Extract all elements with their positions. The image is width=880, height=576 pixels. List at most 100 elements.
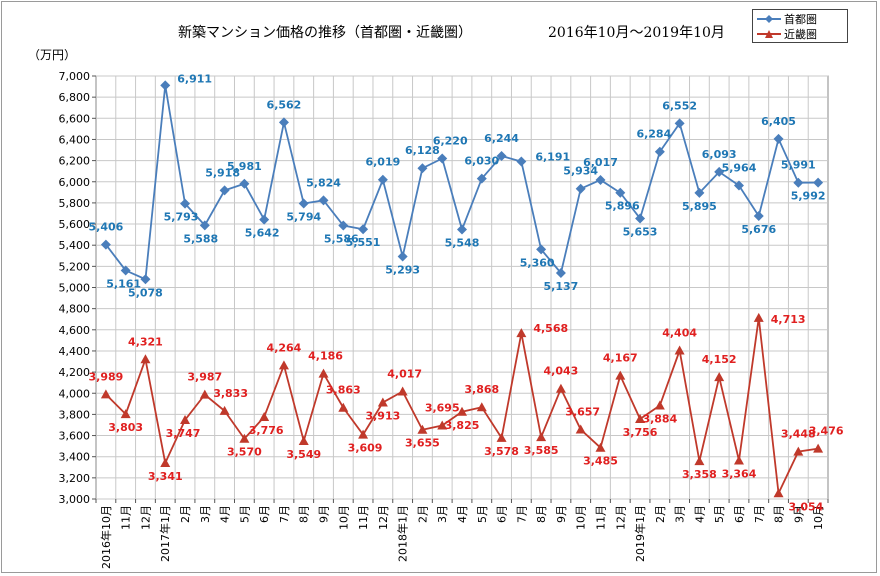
- x-tick-label: 9月: [318, 505, 331, 523]
- data-label-kinki: 3,747: [166, 427, 201, 440]
- data-point-kinki: [555, 383, 566, 393]
- data-label-shutoken: 6,562: [267, 98, 302, 111]
- data-point-kinki: [457, 406, 467, 416]
- data-point-shutoken: [813, 177, 824, 188]
- data-label-kinki: 3,655: [405, 437, 440, 450]
- y-tick-label: 5,000: [59, 282, 91, 295]
- data-point-kinki: [318, 368, 329, 378]
- data-point-shutoken: [377, 174, 388, 185]
- data-label-kinki: 3,476: [809, 425, 844, 438]
- x-tick-label: 10月: [812, 505, 825, 530]
- data-point-kinki: [595, 442, 606, 452]
- data-label-shutoken: 6,911: [177, 72, 212, 85]
- y-tick-label: 3,600: [59, 430, 91, 443]
- legend-item-shutoken: 首都圏: [757, 12, 817, 26]
- y-tick-label: 5,200: [59, 260, 91, 273]
- data-point-shutoken: [318, 195, 329, 206]
- y-tick-label: 5,600: [59, 218, 91, 231]
- x-tick-label: 10月: [575, 505, 588, 530]
- data-point-kinki: [397, 386, 408, 396]
- x-tick-label: 9月: [555, 505, 568, 523]
- data-point-shutoken: [259, 214, 270, 225]
- data-label-kinki: 3,833: [213, 387, 248, 400]
- y-tick-label: 3,200: [59, 472, 91, 485]
- data-label-shutoken: 6,284: [636, 128, 671, 141]
- x-tick-label: 6月: [258, 505, 271, 523]
- data-point-shutoken: [793, 177, 804, 188]
- data-point-shutoken: [476, 173, 487, 184]
- data-label-kinki: 3,803: [108, 421, 143, 434]
- data-label-kinki: 4,568: [533, 322, 568, 335]
- data-point-kinki: [417, 424, 428, 434]
- data-label-shutoken: 5,918: [205, 166, 240, 179]
- x-tick-label: 5月: [238, 505, 251, 523]
- x-tick-label: 11月: [120, 505, 133, 530]
- data-point-shutoken: [397, 251, 408, 262]
- x-tick-label: 9月: [792, 505, 805, 523]
- data-label-shutoken: 6,220: [433, 134, 468, 147]
- data-label-kinki: 3,570: [227, 446, 262, 459]
- data-label-kinki: 3,609: [348, 442, 383, 455]
- data-label-shutoken: 6,128: [405, 144, 440, 157]
- x-tick-label: 11月: [357, 505, 370, 530]
- y-tick-label: 4,600: [59, 324, 91, 337]
- data-point-kinki: [793, 446, 804, 456]
- data-point-shutoken: [635, 213, 646, 224]
- data-point-shutoken: [555, 268, 566, 279]
- data-label-shutoken: 5,992: [791, 190, 826, 203]
- data-label-shutoken: 6,405: [761, 115, 796, 128]
- data-label-shutoken: 5,293: [385, 264, 420, 277]
- data-point-shutoken: [516, 156, 527, 167]
- y-tick-label: 4,400: [59, 345, 91, 358]
- data-point-shutoken: [239, 178, 250, 189]
- y-tick-label: 6,400: [59, 133, 91, 146]
- data-label-shutoken: 6,017: [583, 156, 618, 169]
- x-tick-label: 12月: [614, 505, 627, 530]
- y-tick-label: 4,800: [59, 303, 91, 316]
- data-point-kinki: [100, 389, 111, 399]
- data-point-shutoken: [536, 244, 547, 255]
- data-label-kinki: 3,657: [565, 406, 600, 419]
- x-tick-label: 8月: [773, 505, 786, 523]
- data-label-shutoken: 6,030: [464, 155, 499, 168]
- y-tick-label: 6,800: [59, 91, 91, 104]
- y-tick-label: 5,400: [59, 239, 91, 252]
- data-label-kinki: 3,776: [249, 424, 284, 437]
- data-label-kinki: 3,585: [524, 444, 559, 457]
- x-tick-label: 5月: [713, 505, 726, 523]
- data-label-shutoken: 6,191: [535, 151, 570, 164]
- y-tick-label: 6,600: [59, 112, 91, 125]
- data-point-kinki: [199, 389, 210, 399]
- x-tick-label: 2018年1月: [396, 505, 410, 562]
- data-label-shutoken: 5,981: [227, 160, 262, 173]
- x-tick-label: 8月: [298, 505, 311, 523]
- x-tick-label: 11月: [594, 505, 607, 530]
- data-point-shutoken: [694, 187, 705, 198]
- data-label-shutoken: 6,093: [702, 148, 737, 161]
- data-point-kinki: [437, 420, 448, 430]
- x-tick-label: 5月: [476, 505, 489, 523]
- data-point-shutoken: [358, 224, 369, 235]
- data-point-kinki: [674, 345, 685, 355]
- data-label-kinki: 3,485: [583, 455, 618, 468]
- data-label-shutoken: 6,244: [484, 132, 519, 145]
- data-point-kinki: [714, 372, 725, 382]
- legend-label-kinki: 近畿圏: [784, 28, 817, 41]
- data-label-shutoken: 5,078: [128, 286, 163, 299]
- x-tick-label: 7月: [753, 505, 766, 523]
- data-label-shutoken: 5,991: [781, 159, 816, 172]
- data-label-kinki: 4,017: [387, 367, 422, 380]
- chart-subtitle: 2016年10月～2019年10月: [548, 25, 725, 41]
- data-label-shutoken: 5,586: [324, 233, 359, 246]
- data-point-kinki: [496, 432, 507, 442]
- x-tick-label: 3月: [674, 505, 687, 523]
- data-point-kinki: [358, 429, 369, 439]
- data-point-shutoken: [298, 198, 309, 209]
- data-point-shutoken: [160, 80, 171, 91]
- data-label-kinki: 3,054: [789, 500, 824, 513]
- x-tick-label: 12月: [377, 505, 390, 530]
- data-label-kinki: 3,341: [148, 470, 183, 483]
- x-tick-label: 10月: [337, 505, 350, 530]
- data-point-shutoken: [575, 183, 586, 194]
